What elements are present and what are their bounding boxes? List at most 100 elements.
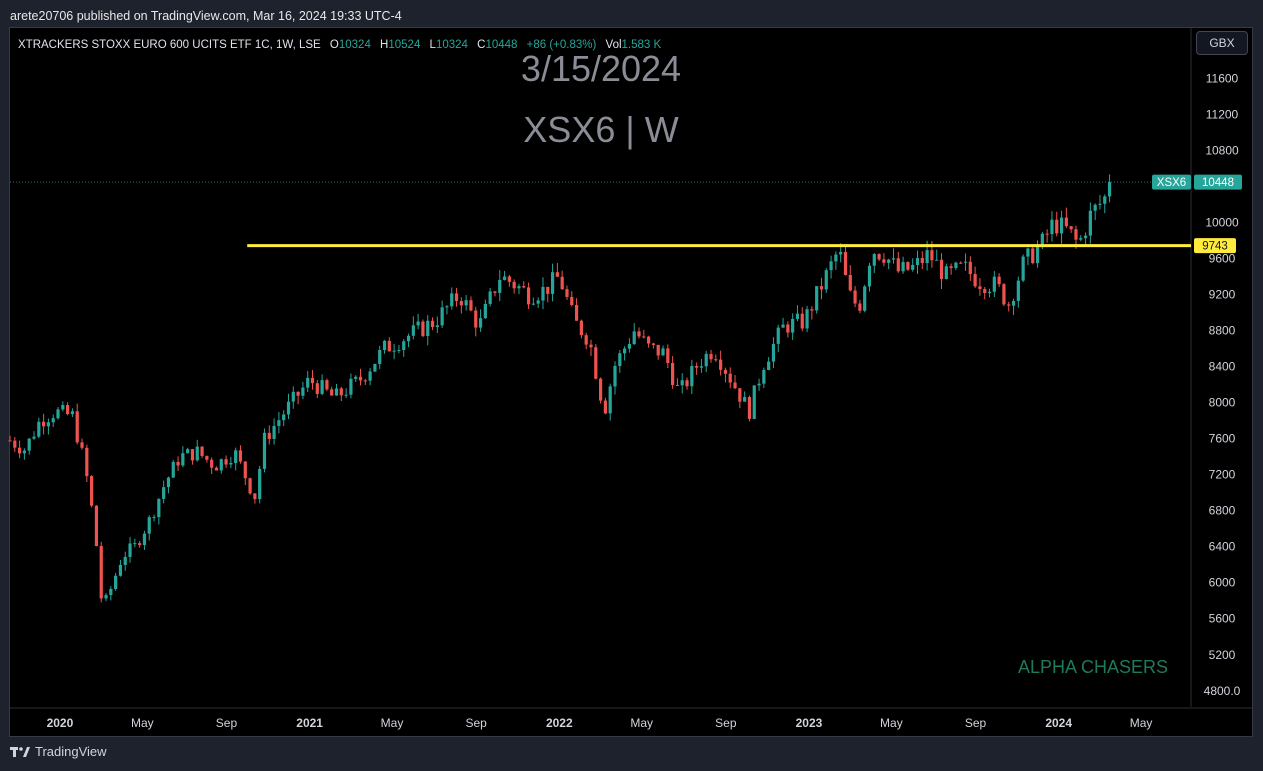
candle-body bbox=[1103, 196, 1107, 204]
candle-body bbox=[598, 378, 603, 401]
candle-body bbox=[603, 400, 607, 414]
candle-body bbox=[666, 348, 670, 364]
footer-brand[interactable]: TradingView bbox=[35, 744, 107, 759]
candle-body bbox=[526, 287, 531, 305]
candle-body bbox=[834, 254, 838, 262]
candle-body bbox=[959, 262, 963, 264]
price-tick-label: 10000 bbox=[1205, 216, 1239, 230]
candle-body bbox=[594, 347, 598, 379]
candle-body bbox=[435, 325, 439, 328]
candle-body bbox=[618, 353, 622, 366]
candle-body bbox=[762, 369, 766, 384]
candle-body bbox=[719, 359, 723, 370]
candle-body bbox=[584, 335, 588, 345]
candle-body bbox=[238, 450, 243, 462]
candle-body bbox=[906, 262, 910, 270]
candle-body bbox=[704, 353, 708, 367]
candle-body bbox=[752, 385, 756, 419]
candle-body bbox=[469, 300, 473, 311]
candle-body bbox=[315, 383, 319, 394]
time-tick-label: Sep bbox=[965, 716, 987, 730]
price-tick-label: 5200 bbox=[1209, 648, 1236, 662]
candle-body bbox=[392, 350, 396, 352]
candle-body bbox=[430, 320, 435, 328]
watermark-symbol: XSX6 | W bbox=[523, 109, 678, 150]
candle-body bbox=[651, 343, 656, 345]
candle-body bbox=[757, 383, 761, 386]
candle-body bbox=[627, 344, 632, 349]
currency-button[interactable]: GBX bbox=[1196, 31, 1248, 55]
candle-body bbox=[786, 324, 790, 333]
candle-body bbox=[574, 304, 579, 321]
candle-body bbox=[99, 546, 103, 599]
candle-body bbox=[90, 476, 94, 506]
candle-body bbox=[157, 498, 161, 518]
candle-body bbox=[176, 461, 180, 466]
candle-body bbox=[810, 309, 814, 311]
candle-body bbox=[695, 366, 699, 368]
candle-body bbox=[210, 459, 214, 468]
candle-body bbox=[224, 459, 228, 465]
candle-body bbox=[373, 363, 377, 372]
candle-body bbox=[104, 595, 108, 599]
candle-body bbox=[488, 291, 492, 304]
price-tick-label: 11200 bbox=[1206, 107, 1239, 121]
candle-body bbox=[767, 361, 771, 370]
candle-body bbox=[445, 306, 449, 308]
candle-body bbox=[997, 276, 1001, 285]
candle-body bbox=[613, 365, 617, 387]
candle-body bbox=[733, 382, 737, 389]
candle-body bbox=[1098, 203, 1102, 205]
candle-body bbox=[162, 487, 166, 499]
time-tick-label: May bbox=[630, 716, 653, 730]
candle-body bbox=[171, 461, 175, 478]
candle-body bbox=[978, 286, 982, 290]
candle-body bbox=[872, 254, 876, 266]
candle-body bbox=[671, 363, 675, 385]
time-tick-label: May bbox=[131, 716, 154, 730]
candle-body bbox=[579, 320, 583, 336]
candle-body bbox=[421, 321, 425, 337]
candle-body bbox=[205, 455, 209, 460]
legend-h-label: H bbox=[380, 39, 388, 51]
candle-body bbox=[109, 589, 113, 596]
legend-vol-value: 1.583 K bbox=[622, 39, 662, 51]
candle-body bbox=[22, 450, 27, 454]
price-tag-value-bg bbox=[1194, 174, 1242, 190]
candle-body bbox=[397, 350, 401, 352]
price-tick-label: 5600 bbox=[1209, 612, 1236, 626]
candle-body bbox=[939, 259, 944, 279]
candle-body bbox=[85, 447, 89, 477]
candle-body bbox=[1093, 204, 1097, 211]
candle-body bbox=[776, 327, 780, 344]
time-tick-label: 2022 bbox=[546, 716, 573, 730]
price-axis[interactable]: 1200011600112001080010000960092008800840… bbox=[1204, 35, 1241, 697]
chart-frame[interactable] bbox=[9, 27, 1253, 737]
candle-body bbox=[800, 313, 804, 329]
candle-body bbox=[344, 394, 348, 396]
candle-body bbox=[824, 270, 828, 290]
price-tick-label: 11600 bbox=[1206, 71, 1239, 85]
time-tick-label: Sep bbox=[216, 716, 238, 730]
level-tag-bg bbox=[1194, 238, 1236, 254]
candle-body bbox=[1074, 229, 1078, 240]
footer: TradingView bbox=[10, 744, 107, 759]
candle-body bbox=[992, 276, 996, 292]
candle-body bbox=[277, 420, 281, 426]
candle-body bbox=[8, 440, 12, 442]
candle-body bbox=[1011, 300, 1016, 306]
time-axis[interactable]: 2020 May Sep 2021 May Sep 2022 May Sep 2023 May Sep… bbox=[47, 716, 1153, 730]
candle-body bbox=[262, 432, 267, 469]
candle-body bbox=[80, 442, 84, 448]
candle-body bbox=[282, 414, 286, 421]
candle-body bbox=[166, 477, 171, 488]
candle-body bbox=[512, 281, 516, 289]
candle-body bbox=[714, 359, 718, 361]
candle-body bbox=[517, 286, 521, 289]
candle-body bbox=[37, 421, 41, 437]
candle-body bbox=[195, 446, 199, 461]
price-tick-label: 8800 bbox=[1209, 324, 1236, 338]
candle-body bbox=[911, 264, 915, 270]
candle-body bbox=[387, 340, 391, 352]
